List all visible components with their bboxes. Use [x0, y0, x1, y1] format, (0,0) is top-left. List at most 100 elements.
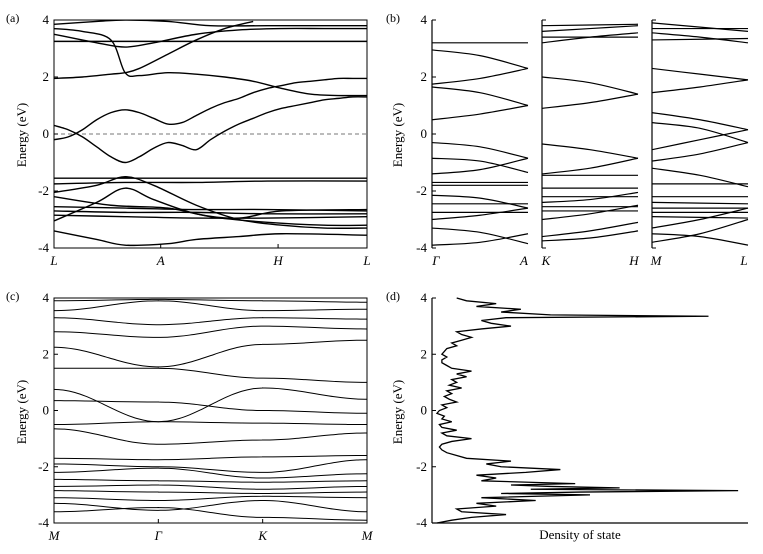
panel-b-sub0-band-11 — [432, 207, 529, 221]
panel-a-band-14 — [54, 230, 367, 247]
panel-b-sub0-band-5 — [432, 141, 529, 159]
panel-b-sub0-kpoint-1: A — [519, 253, 528, 268]
panel-c-band-5 — [54, 339, 367, 368]
panel-c-band-13 — [54, 478, 367, 483]
panel-b-sub0-band-7 — [432, 157, 529, 174]
panel-c-ytick-label-1: -2 — [38, 459, 49, 474]
panel-c-band-3 — [54, 428, 367, 445]
panel-b-sub1-kpoint-0: K — [541, 253, 552, 268]
panel-b-label: (b) — [386, 11, 400, 25]
panel-a-band-13 — [54, 214, 367, 219]
panel-c-band-0 — [54, 387, 367, 423]
panel-b-sub0-band-1 — [432, 49, 529, 70]
panel-a-kpoint-1: A — [156, 253, 165, 268]
panel-d-xlabel: Density of state — [539, 527, 621, 542]
panel-b-sub1-band-7 — [542, 157, 639, 175]
panel-d-ytick-label-3: 2 — [421, 346, 428, 361]
panel-c-band-16 — [54, 495, 367, 502]
panel-c-band-8 — [54, 300, 367, 312]
panel-c-band-15 — [54, 490, 367, 494]
panel-a-band-4 — [54, 27, 367, 48]
panel-c-kpoint-2: K — [257, 528, 268, 543]
panel-c-kpoint-3: M — [361, 528, 374, 543]
panel-b-sub1-band-16 — [542, 230, 639, 242]
panel-c-band-4 — [54, 367, 367, 383]
panel-a-kpoint-0: L — [49, 253, 57, 268]
panel-a-band-15 — [54, 196, 367, 227]
panel-b-sub1-band-15 — [542, 221, 639, 238]
panel-b-sub2-kpoint-0: M — [650, 253, 663, 268]
panel-d: -4 -2 0 2 4 — [416, 290, 748, 530]
panel-b-sub2-band-7 — [652, 129, 749, 151]
panel-c-ytick-label-2: 0 — [43, 403, 50, 418]
panel-a-band-1 — [54, 96, 367, 164]
panel-d-ytick-label-2: 0 — [421, 403, 428, 418]
panel-c-ytick-label-4: 4 — [43, 290, 50, 305]
panel-c-band-7 — [54, 317, 367, 326]
panel-b-sub1-band-6 — [542, 143, 639, 159]
panel-c-band-18 — [54, 507, 367, 521]
panel-b-sub2-band-0 — [652, 22, 749, 32]
panel-a-band-12 — [54, 210, 367, 215]
panel-b-sub2-band-18 — [652, 218, 749, 243]
panel-b-sub1-band-3 — [542, 32, 639, 44]
panel-a-ytick-label-0: -4 — [38, 240, 49, 255]
panel-b-sub0-band-15 — [432, 233, 529, 246]
panel-a-band-10 — [54, 176, 367, 229]
panel-d-ytick-label-4: 4 — [421, 290, 428, 305]
panel-b-sub0-band-6 — [432, 157, 529, 175]
panel-a-kpoint-3: L — [362, 253, 370, 268]
panel-b-sub1-band-14 — [542, 204, 639, 221]
panel-b-ylabel: Energy (eV) — [390, 103, 405, 167]
panel-a-ytick-label-1: -2 — [38, 183, 49, 198]
panel-b-sub2-band-4 — [652, 67, 749, 81]
panel-b: Γ A K H M L -4 -2 0 2 4 — [416, 12, 749, 268]
panel-b-sub0-band-10 — [432, 194, 529, 209]
panel-c-band-1 — [54, 421, 367, 426]
panel-c-kpoint-1: Γ — [154, 528, 163, 543]
panel-c-band-14 — [54, 484, 367, 490]
panel-c-band-6 — [54, 325, 367, 338]
panel-a-ytick-label-3: 2 — [43, 69, 50, 84]
panel-b-sub1-band-1 — [542, 25, 639, 32]
panel-a-ylabel: Energy (eV) — [14, 103, 29, 167]
panel-b-sub2-band-5 — [652, 79, 749, 94]
panel-a-band-2 — [54, 20, 254, 80]
panel-d-ytick-label-0: -4 — [416, 515, 427, 530]
panel-a-label: (a) — [6, 11, 19, 25]
panel-b-ytick-label-0: -4 — [416, 240, 427, 255]
panel-b-sub0-band-4 — [432, 104, 529, 121]
panel-c-label: (c) — [6, 289, 19, 303]
panel-b-sub2-band-8 — [652, 122, 749, 144]
panel-d-ytick-label-1: -2 — [416, 459, 427, 474]
panel-a-band-11 — [54, 205, 367, 212]
panel-b-sub0-kpoint-0: Γ — [431, 253, 440, 268]
panel-a-ytick-label-2: 0 — [43, 126, 50, 141]
panel-b-ytick-label-4: 4 — [421, 12, 428, 27]
panel-a-kpoint-2: H — [272, 253, 283, 268]
panel-c-band-10 — [54, 455, 367, 461]
panel-b-sub0-band-3 — [432, 86, 529, 107]
panel-b-sub2-band-13 — [652, 201, 749, 205]
panel-b-sub2-band-16 — [652, 216, 749, 219]
panel-c-band-17 — [54, 499, 367, 513]
panel-c-ytick-label-3: 2 — [43, 346, 50, 361]
panel-b-sub0-band-2 — [432, 67, 529, 85]
panel-b-sub1-band-0 — [542, 23, 639, 27]
panel-c-band-2 — [54, 400, 367, 414]
panel-d-ylabel: Energy (eV) — [390, 380, 405, 444]
panel-c-band-9 — [54, 298, 367, 303]
panel-c-kpoint-0: M — [48, 528, 61, 543]
panel-b-sub1-kpoint-1: H — [628, 253, 639, 268]
panel-b-sub0-band-14 — [432, 227, 529, 245]
panel-c-band-11 — [54, 459, 367, 473]
panel-b-sub1-band-4 — [542, 76, 639, 95]
panel-b-sub2-band-17 — [652, 207, 749, 229]
panel-b-sub2-band-6 — [652, 112, 749, 131]
panel-a-band-3 — [54, 27, 367, 97]
panel-b-ytick-label-2: 0 — [421, 126, 428, 141]
panel-b-sub2-band-19 — [652, 233, 749, 246]
